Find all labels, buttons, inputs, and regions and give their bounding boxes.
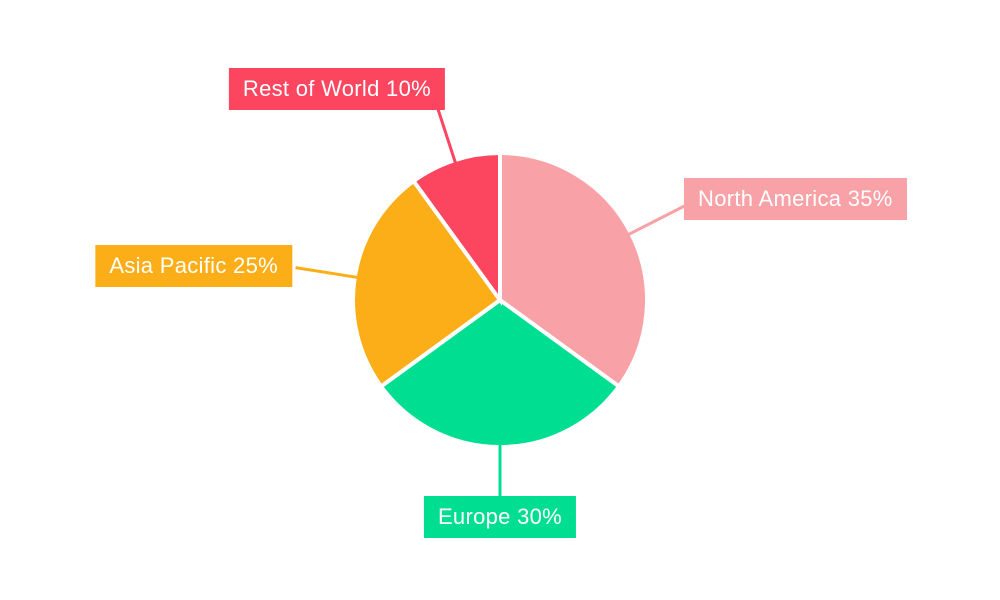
callout-label-europe: Europe 30%	[423, 496, 577, 538]
leader-line-rest-of-world	[434, 102, 458, 167]
callout-label-north-america: North America 35%	[684, 178, 907, 220]
callout-label-rest-of-world: Rest of World 10%	[228, 68, 445, 110]
callout-label-asia-pacific: Asia Pacific 25%	[95, 245, 292, 287]
leader-line-north-america	[624, 204, 686, 238]
leader-line-asia-pacific	[295, 266, 361, 280]
